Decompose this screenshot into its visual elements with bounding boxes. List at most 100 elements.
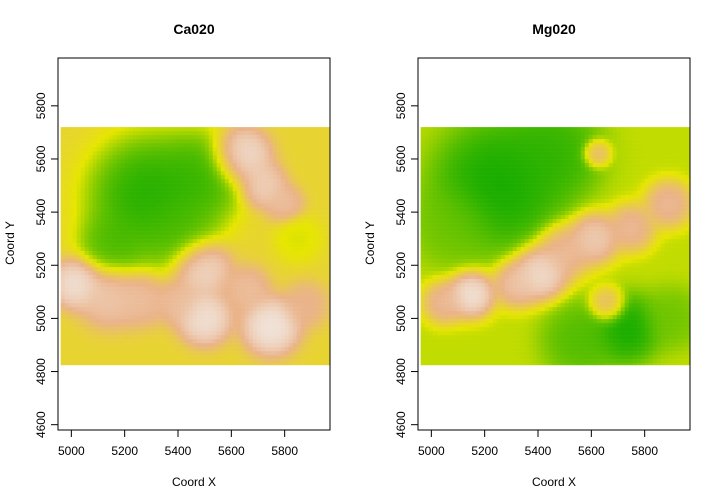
heatmap-cell (144, 335, 149, 340)
heatmap-cell (228, 207, 233, 212)
heatmap-cell (108, 239, 113, 244)
heatmap-cell (460, 159, 465, 164)
heatmap-cell (252, 351, 257, 356)
heatmap-cell (316, 359, 321, 364)
heatmap-cell (128, 275, 133, 280)
heatmap-cell (76, 175, 81, 180)
heatmap-cell (128, 163, 133, 168)
heatmap-cell (472, 131, 477, 136)
heatmap-cell (124, 239, 129, 244)
heatmap-cell (212, 243, 217, 248)
heatmap-cell (304, 195, 309, 200)
heatmap-cell (264, 283, 269, 288)
heatmap-cell (128, 363, 133, 366)
heatmap-cell (324, 259, 329, 264)
heatmap-cell (232, 191, 237, 196)
heatmap-cell (668, 147, 673, 152)
heatmap-cell (76, 159, 81, 164)
heatmap-cell (184, 155, 189, 160)
heatmap-cell (576, 143, 581, 148)
heatmap-cell (264, 223, 269, 228)
heatmap-cell (288, 347, 293, 352)
heatmap-cell (284, 191, 289, 196)
plot-frame (57, 57, 331, 431)
heatmap-cell (168, 131, 173, 136)
heatmap-cell (144, 167, 149, 172)
heatmap-cell (104, 151, 109, 156)
heatmap-cell (164, 315, 169, 320)
heatmap-cell (120, 287, 125, 292)
heatmap-cell (212, 283, 217, 288)
heatmap-cell (68, 291, 73, 296)
heatmap-cell (420, 163, 425, 168)
heatmap-cell (220, 327, 225, 332)
heatmap-cell (492, 167, 497, 172)
heatmap-cell (212, 147, 217, 152)
heatmap-cell (208, 343, 213, 348)
heatmap-cell (456, 135, 461, 140)
heatmap-cell (276, 291, 281, 296)
heatmap-cell (128, 343, 133, 348)
heatmap-cell (308, 259, 313, 264)
heatmap-cell (240, 351, 245, 356)
heatmap-cell (596, 151, 601, 156)
heatmap-cell (140, 255, 145, 260)
heatmap-cell (84, 247, 89, 252)
heatmap-cell (108, 355, 113, 360)
heatmap-cell (184, 363, 189, 366)
heatmap-cell (80, 323, 85, 328)
heatmap-cell (136, 363, 141, 366)
heatmap-cell (124, 195, 129, 200)
heatmap-cell (464, 127, 469, 132)
heatmap-cell (316, 139, 321, 144)
heatmap-cell (80, 307, 85, 312)
heatmap-cell (100, 335, 105, 340)
heatmap-cell (216, 247, 221, 252)
heatmap-cell (172, 359, 177, 364)
heatmap-cell (604, 143, 609, 148)
heatmap-cell (264, 331, 269, 336)
heatmap-cell (176, 191, 181, 196)
heatmap-cell (152, 335, 157, 340)
heatmap-cell (144, 227, 149, 232)
heatmap-cell (232, 323, 237, 328)
heatmap-cell (184, 271, 189, 276)
heatmap-cell (256, 267, 261, 272)
heatmap-cell (164, 299, 169, 304)
heatmap-cell (496, 167, 501, 172)
heatmap-cell (64, 219, 69, 224)
heatmap-cell (188, 191, 193, 196)
heatmap-cell (232, 251, 237, 256)
heatmap-cell (564, 127, 569, 132)
heatmap-cell (160, 259, 165, 264)
heatmap-cell (428, 159, 433, 164)
heatmap-cell (200, 199, 205, 204)
heatmap-cell (540, 171, 545, 176)
heatmap-cell (164, 191, 169, 196)
heatmap-cell (212, 155, 217, 160)
heatmap-cell (208, 251, 213, 256)
heatmap-cell (200, 147, 205, 152)
heatmap-cell (100, 355, 105, 360)
heatmap-cell (104, 303, 109, 308)
heatmap-cell (108, 319, 113, 324)
heatmap-cell (604, 175, 609, 180)
heatmap-cell (324, 291, 329, 296)
heatmap-cell (544, 131, 549, 136)
heatmap-cell (72, 263, 77, 268)
heatmap-cell (448, 167, 453, 172)
heatmap-cell (576, 151, 581, 156)
heatmap-cell (236, 179, 241, 184)
heatmap-cell (212, 135, 217, 140)
heatmap-cell (504, 155, 509, 160)
heatmap-cell (204, 127, 209, 132)
heatmap-cell (648, 131, 653, 136)
heatmap-cell (76, 275, 81, 280)
heatmap-cell (668, 171, 673, 176)
heatmap-cell (96, 319, 101, 324)
x-tick-label: 5800 (271, 444, 298, 458)
heatmap-cell (144, 279, 149, 284)
heatmap-cell (100, 139, 105, 144)
heatmap-cell (316, 163, 321, 168)
heatmap-cell (76, 195, 81, 200)
